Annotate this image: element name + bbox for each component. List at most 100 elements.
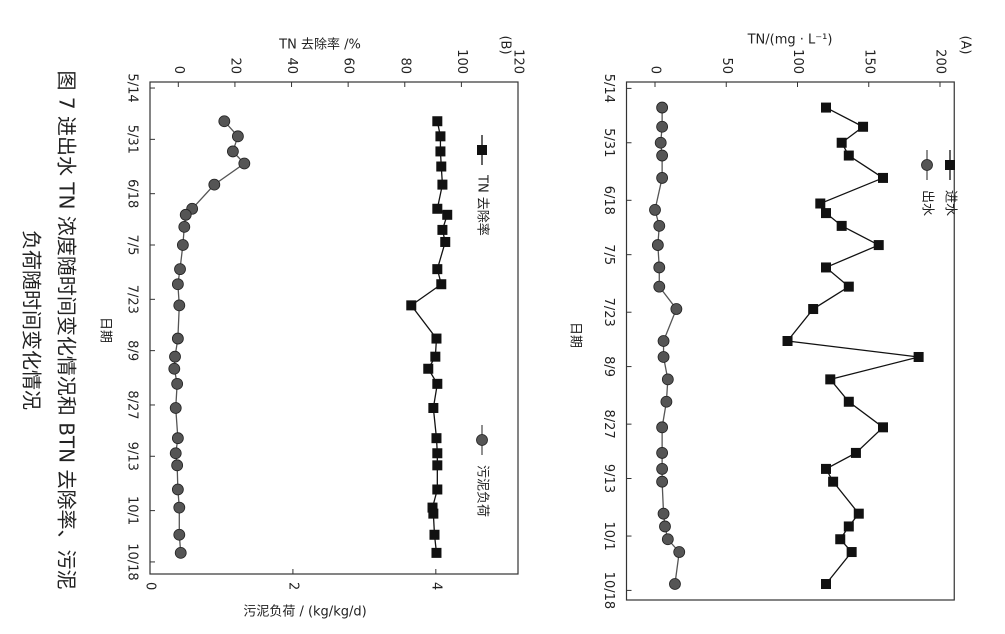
x-tick-label: 7/5	[125, 235, 140, 256]
data-point	[836, 137, 847, 148]
data-point	[437, 179, 448, 190]
y2-tick-label: 4	[428, 582, 443, 590]
x-tick-label: 7/23	[125, 285, 140, 314]
data-point	[656, 447, 669, 459]
data-point	[858, 121, 869, 132]
data-point	[653, 219, 666, 232]
data-point	[853, 508, 864, 519]
x-axis-title: 日期	[568, 322, 583, 348]
data-point	[174, 546, 187, 559]
chart-title: (B)	[498, 35, 513, 54]
legend-label: TN 去除率	[475, 174, 491, 236]
data-point	[231, 130, 244, 143]
data-point	[843, 281, 854, 292]
legend-label: 进水	[943, 190, 958, 216]
x-tick-label: 9/13	[601, 464, 616, 493]
data-point	[171, 377, 184, 390]
data-point	[174, 263, 186, 276]
data-point	[178, 220, 191, 233]
data-point	[657, 351, 670, 363]
data-point	[821, 463, 831, 474]
data-point	[432, 116, 443, 127]
data-point	[821, 579, 831, 590]
x-tick-label: 10/18	[125, 543, 140, 580]
data-point	[173, 501, 186, 514]
data-point	[423, 363, 434, 374]
y2-axis-title: 污泥负荷 / (kg/kg/d)	[243, 605, 366, 620]
data-point	[843, 150, 854, 161]
data-point	[179, 208, 192, 221]
data-point	[656, 101, 669, 114]
caption-line: 图 7 进出水 TN 浓度随时间变化情况和 BTN 去除率、污泥	[55, 71, 79, 590]
y-tick-label: 120	[511, 49, 526, 74]
data-point	[821, 208, 831, 219]
y-tick-label: 100	[454, 49, 469, 74]
data-point	[429, 529, 440, 540]
data-point	[432, 448, 443, 459]
x-tick-label: 7/5	[601, 244, 616, 265]
data-point	[657, 507, 670, 520]
data-point	[430, 351, 441, 362]
x-tick-label: 8/27	[601, 410, 616, 439]
chart-title: (A)	[958, 35, 973, 54]
legend-label: 出水	[920, 190, 935, 216]
data-point	[436, 161, 447, 172]
data-point	[435, 131, 446, 142]
data-point	[238, 157, 251, 170]
data-point	[440, 236, 451, 247]
data-point	[428, 402, 439, 413]
data-point	[442, 209, 453, 220]
data-point	[432, 203, 443, 214]
data-point	[431, 333, 442, 344]
data-point	[669, 578, 681, 590]
plot-frame	[149, 81, 519, 575]
data-point	[406, 300, 417, 311]
data-point	[656, 149, 669, 162]
data-point	[432, 378, 443, 389]
data-point	[436, 279, 447, 290]
y-tick-label: 0	[648, 66, 663, 74]
x-tick-label: 5/14	[125, 73, 140, 102]
data-point	[173, 299, 186, 312]
data-point	[437, 224, 448, 235]
data-point	[660, 395, 673, 408]
data-point	[226, 145, 239, 158]
data-point	[843, 396, 854, 407]
data-point	[878, 422, 888, 433]
data-point	[661, 373, 674, 386]
x-axis-title: 日期	[98, 317, 113, 343]
data-point	[171, 459, 184, 472]
y-tick-label: 200	[933, 49, 948, 74]
x-tick-label: 7/23	[601, 298, 616, 327]
data-point	[176, 239, 189, 251]
data-point	[808, 304, 819, 315]
data-point	[782, 336, 793, 346]
x-tick-label: 5/31	[601, 128, 616, 157]
data-point	[431, 433, 442, 444]
data-point	[835, 534, 846, 545]
y-tick-label: 150	[861, 49, 876, 74]
y2-tick-label: 2	[285, 582, 300, 590]
x-tick-label: 6/18	[601, 186, 616, 215]
data-point	[171, 483, 184, 496]
data-point	[878, 172, 888, 183]
plot-frame	[625, 81, 955, 601]
data-point	[659, 520, 671, 533]
data-point	[661, 533, 674, 546]
data-point	[656, 421, 669, 434]
data-point	[649, 204, 661, 216]
x-tick-label: 10/1	[601, 521, 616, 550]
data-point	[171, 278, 184, 291]
data-point	[428, 508, 439, 519]
data-point	[431, 547, 442, 558]
data-point	[656, 120, 669, 133]
data-point	[168, 362, 181, 375]
data-point	[651, 239, 664, 251]
data-point	[873, 240, 884, 251]
legend-marker	[921, 159, 933, 171]
x-tick-label: 5/31	[125, 125, 140, 154]
data-point	[169, 402, 182, 414]
data-point	[836, 220, 847, 231]
data-point	[218, 115, 231, 128]
